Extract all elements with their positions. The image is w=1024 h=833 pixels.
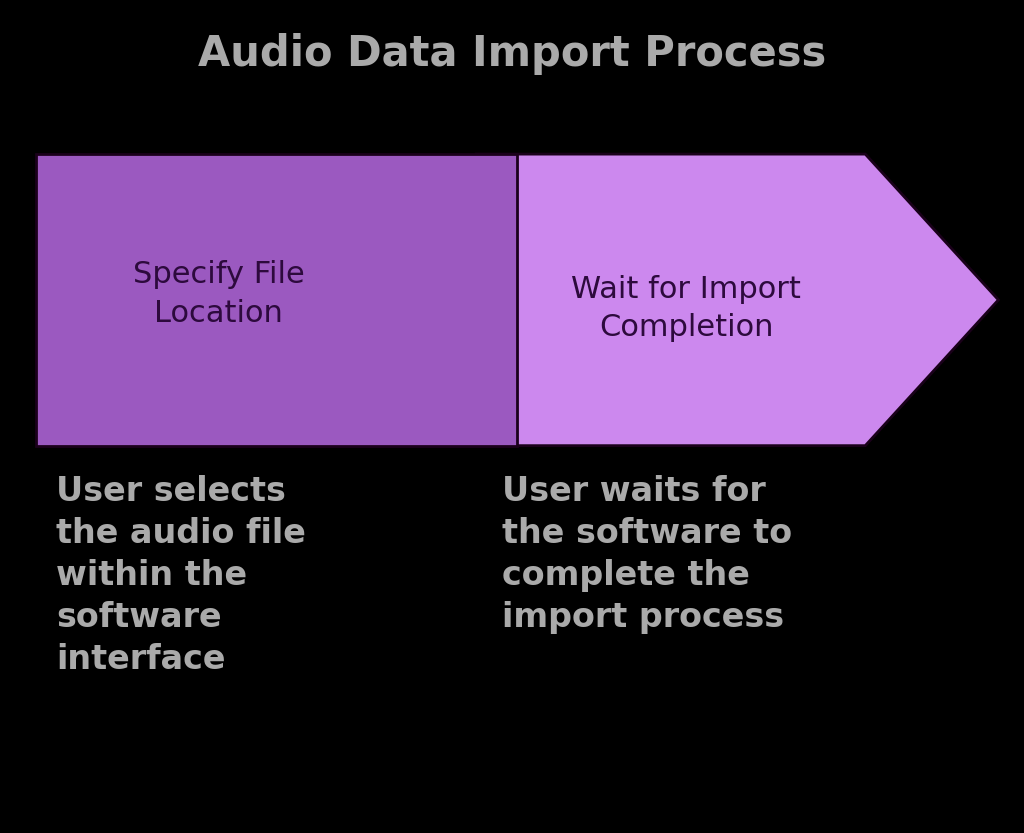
- Text: Specify File
Location: Specify File Location: [133, 261, 304, 327]
- Polygon shape: [394, 154, 998, 446]
- Text: User selects
the audio file
within the
software
interface: User selects the audio file within the s…: [56, 475, 306, 676]
- Text: Audio Data Import Process: Audio Data Import Process: [198, 33, 826, 75]
- Text: Wait for Import
Completion: Wait for Import Completion: [571, 275, 801, 342]
- Text: User waits for
the software to
complete the
import process: User waits for the software to complete …: [502, 475, 792, 634]
- FancyBboxPatch shape: [36, 154, 517, 446]
